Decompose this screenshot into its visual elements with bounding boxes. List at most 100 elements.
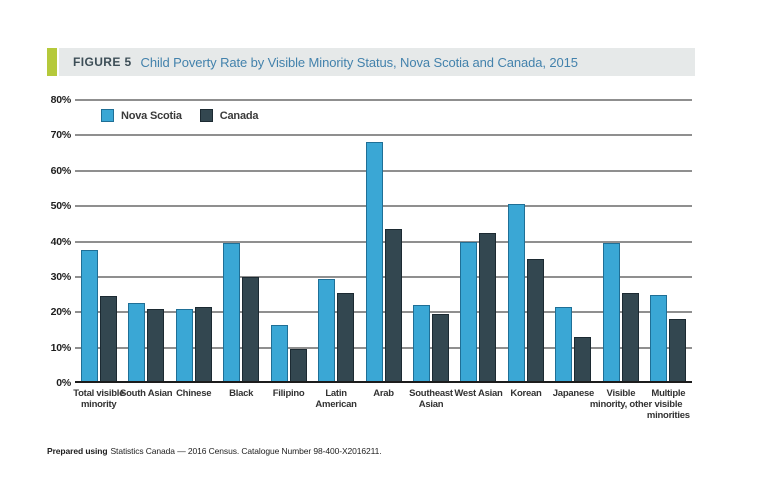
bar-group-chinese: Chinese — [170, 100, 217, 399]
bar-pair — [80, 100, 117, 383]
figure-title: Child Poverty Rate by Visible Minority S… — [140, 54, 578, 70]
bar-pair — [175, 100, 212, 383]
y-tick-label-30: 30% — [50, 270, 72, 283]
figure-header-bar: FIGURE 5 Child Poverty Rate by Visible M… — [59, 48, 695, 76]
bar-pair — [413, 100, 450, 383]
figure-header: FIGURE 5 Child Poverty Rate by Visible M… — [47, 48, 695, 76]
gridline-70 — [75, 134, 692, 137]
bar-group-korean: Korean — [502, 100, 549, 399]
bar-multiple-visible-minorities-nova-scotia — [650, 294, 668, 383]
bar-pair — [128, 100, 165, 383]
x-tick-label-black: Black — [229, 388, 254, 399]
legend: Nova Scotia Canada — [101, 109, 259, 122]
x-axis-baseline — [75, 381, 692, 383]
x-tick-label-total-visible-minority: Total visible minority — [73, 388, 125, 411]
bar-visible-minority-other-nova-scotia — [602, 243, 620, 383]
bar-chinese-canada — [194, 306, 212, 383]
bar-pair — [318, 100, 355, 383]
bar-pair — [365, 100, 402, 383]
bar-group-west-asian: West Asian — [454, 100, 503, 399]
bar-group-south-asian: South Asian — [120, 100, 173, 399]
bar-japanese-canada — [574, 337, 592, 383]
bar-group-japanese: Japanese — [550, 100, 597, 399]
y-tick-label-40: 40% — [50, 235, 72, 248]
bar-west-asian-nova-scotia — [460, 241, 478, 383]
bar-korean-nova-scotia — [507, 204, 525, 383]
bar-group-total-visible-minority: Total visible minority — [73, 100, 124, 410]
gridline-40 — [75, 240, 692, 243]
gridline-10 — [75, 346, 692, 349]
nova-scotia-swatch — [101, 109, 114, 122]
x-tick-label-west-asian: West Asian — [454, 388, 503, 399]
y-tick-label-80: 80% — [50, 94, 72, 106]
x-tick-label-japanese: Japanese — [552, 388, 595, 399]
bar-chinese-nova-scotia — [175, 308, 193, 383]
x-tick-label-korean: Korean — [510, 388, 542, 399]
bar-total-visible-minority-nova-scotia — [80, 250, 98, 383]
bar-group-black: Black — [217, 100, 264, 399]
y-tick-label-60: 60% — [50, 164, 72, 177]
x-tick-label-south-asian: South Asian — [120, 388, 173, 399]
bar-pair — [270, 100, 307, 383]
y-tick-label-10: 10% — [50, 341, 72, 354]
legend-label-canada: Canada — [219, 109, 259, 122]
x-tick-label-southeast-asian: Southeast Asian — [409, 388, 453, 411]
bar-southeast-asian-nova-scotia — [413, 305, 431, 383]
bar-total-visible-minority-canada — [99, 296, 117, 383]
legend-label-nova-scotia: Nova Scotia — [121, 109, 182, 122]
x-tick-label-visible-minority-other: Visible minority, other — [589, 388, 652, 411]
bar-group-visible-minority-other: Visible minority, other — [590, 100, 652, 410]
bar-group-arab: Arab — [360, 100, 407, 399]
source-note-text: Statistics Canada — 2016 Census. Catalog… — [110, 446, 382, 456]
gridline-80 — [75, 99, 692, 101]
bar-latin-american-nova-scotia — [318, 278, 336, 383]
y-axis-labels: 0% 10% 20% 30% 40% 50% 60% 70% 80% — [26, 94, 72, 389]
bar-southeast-asian-canada — [432, 314, 450, 383]
bar-pair — [460, 100, 497, 383]
source-note: Prepared using Statistics Canada — 2016 C… — [47, 446, 382, 456]
accent-bar — [47, 48, 57, 76]
x-tick-label-filipino: Filipino — [272, 388, 305, 399]
gridline-30 — [75, 275, 692, 278]
bar-group-latin-american: Latin American — [312, 100, 359, 410]
gridline-50 — [75, 205, 692, 208]
y-tick-label-50: 50% — [50, 200, 72, 213]
bar-south-asian-canada — [147, 308, 165, 383]
figure-label: FIGURE 5 — [73, 55, 132, 69]
y-tick-label-20: 20% — [50, 306, 72, 319]
bar-groups: Total visible minority South Asian Chinese… — [73, 100, 692, 421]
x-tick-label-arab: Arab — [373, 388, 394, 399]
bar-visible-minority-other-canada — [621, 292, 639, 383]
bar-group-southeast-asian: Southeast Asian — [407, 100, 454, 410]
gridline-60 — [75, 169, 692, 172]
bar-japanese-nova-scotia — [555, 306, 573, 383]
bar-black-nova-scotia — [223, 243, 241, 383]
bar-arab-canada — [384, 229, 402, 383]
bar-arab-nova-scotia — [365, 142, 383, 383]
y-tick-label-70: 70% — [50, 129, 72, 142]
gridline-20 — [75, 311, 692, 314]
bar-filipino-canada — [289, 349, 307, 383]
bar-south-asian-nova-scotia — [128, 303, 146, 383]
x-tick-label-multiple-visible-minorities: Multiple visible minorities — [646, 388, 690, 422]
source-note-prefix: Prepared using — [47, 446, 108, 456]
bar-korean-canada — [526, 259, 544, 383]
plot-area: Nova Scotia Canada Total visible minorit… — [73, 99, 692, 421]
bar-pair — [602, 100, 639, 383]
x-tick-label-latin-american: Latin American — [315, 388, 357, 411]
y-tick-label-0: 0% — [56, 377, 71, 389]
bar-west-asian-canada — [479, 232, 497, 383]
bar-pair — [507, 100, 544, 383]
bar-latin-american-canada — [337, 292, 355, 383]
bar-multiple-visible-minorities-canada — [669, 319, 687, 383]
legend-item-nova-scotia: Nova Scotia — [101, 109, 182, 122]
bar-filipino-nova-scotia — [270, 324, 288, 383]
legend-item-canada: Canada — [199, 109, 259, 122]
bar-pair — [555, 100, 592, 383]
canada-swatch — [199, 109, 213, 122]
bar-group-filipino: Filipino — [265, 100, 312, 399]
bar-pair — [223, 100, 260, 383]
bar-pair — [650, 100, 687, 383]
x-tick-label-chinese: Chinese — [176, 388, 212, 399]
bar-group-multiple-visible-minorities: Multiple visible minorities — [645, 100, 692, 421]
